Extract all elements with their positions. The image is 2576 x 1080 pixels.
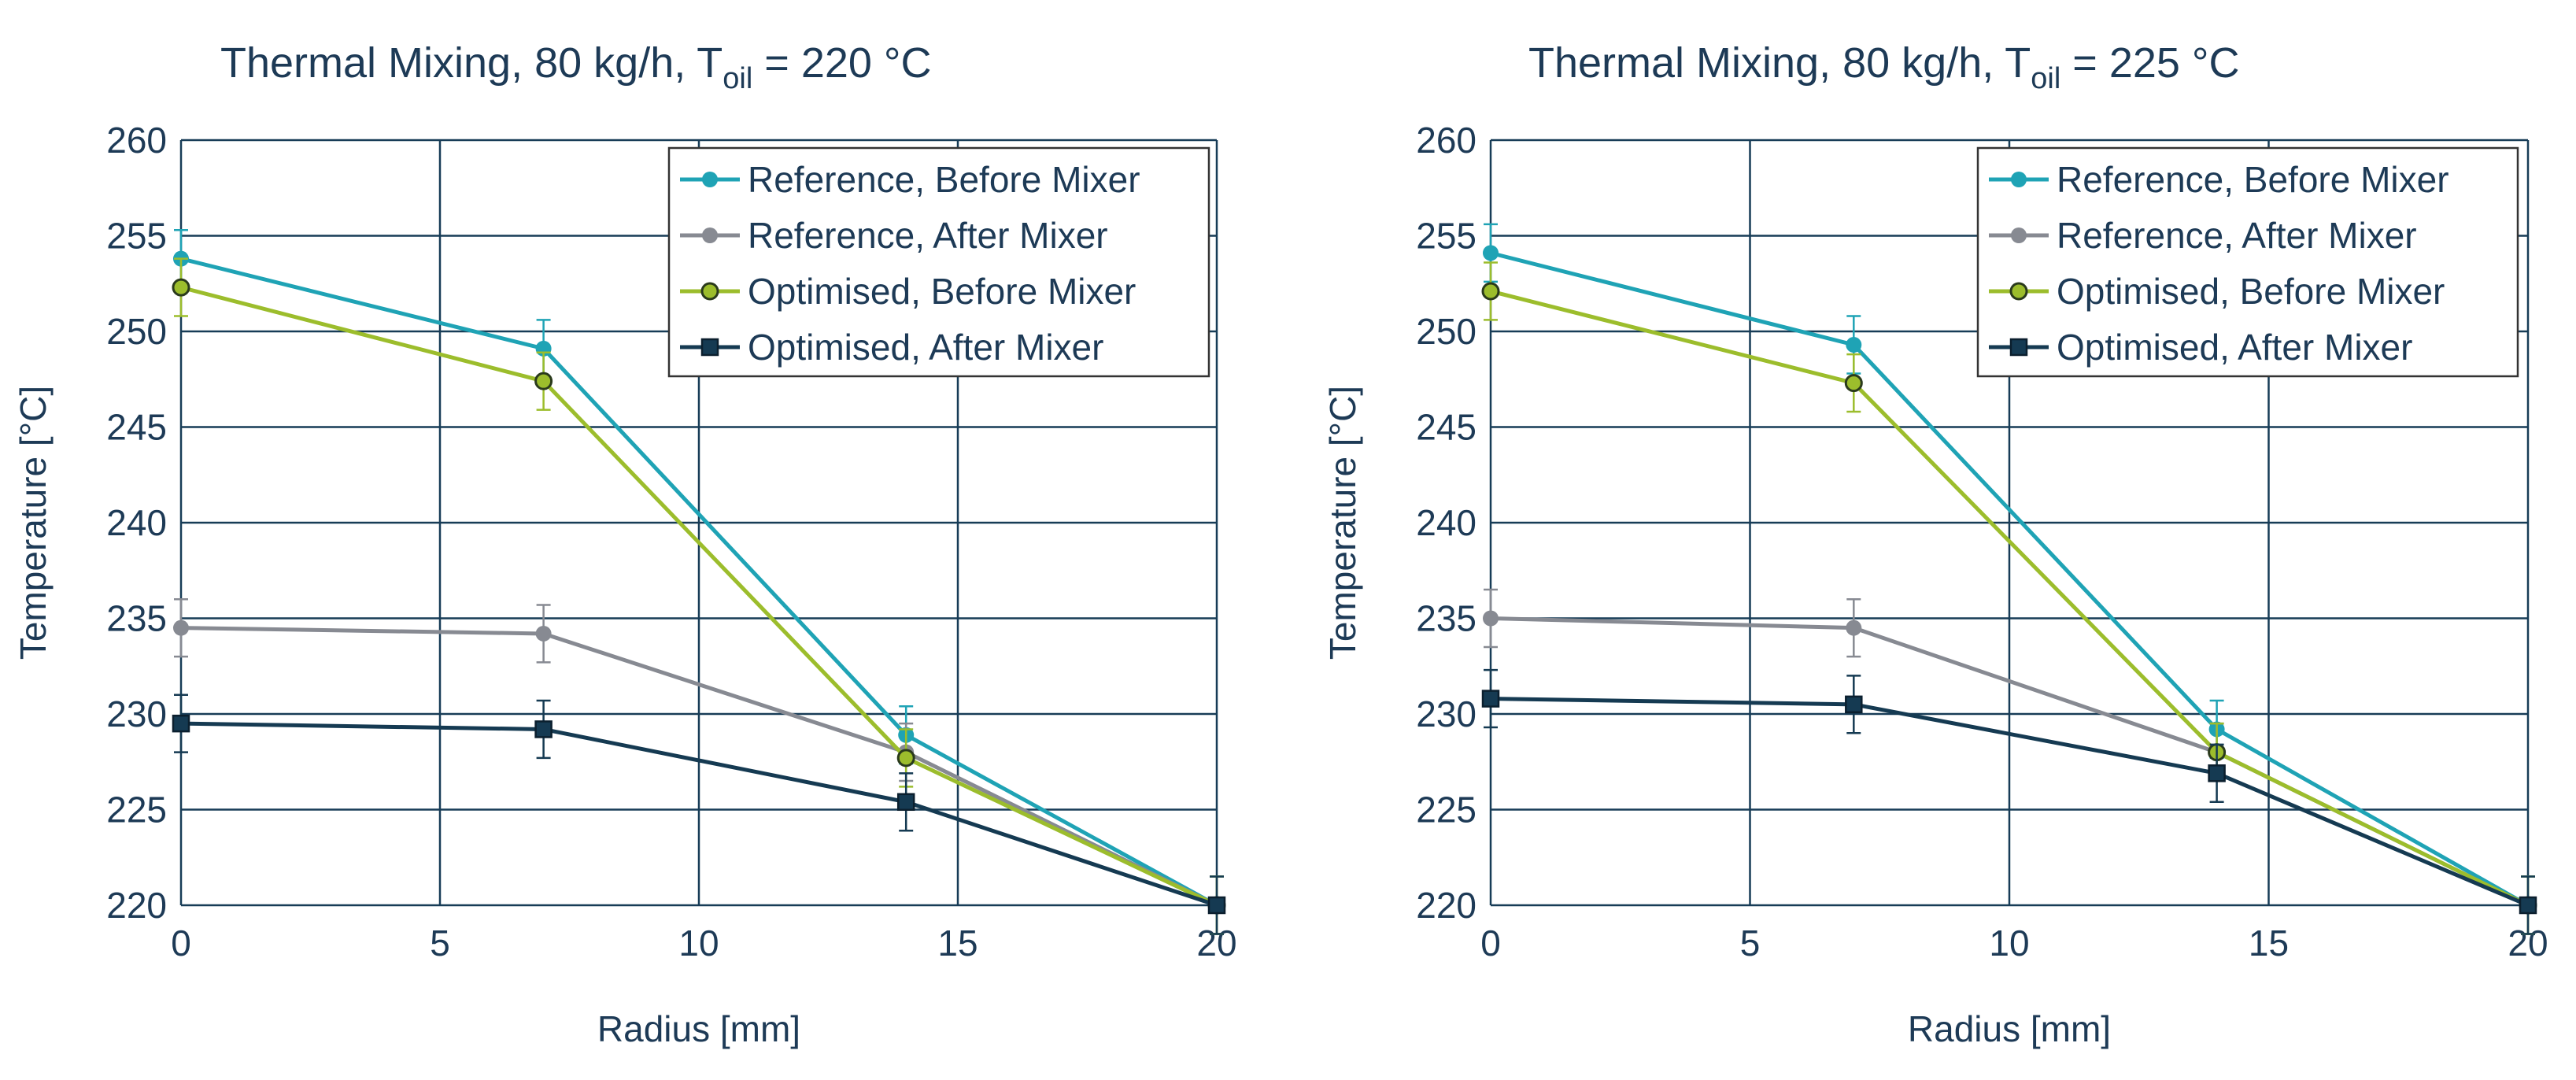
legend-marker [700,338,719,357]
x-tick-label: 10 [678,923,719,963]
x-tick-label: 15 [937,923,978,963]
legend-label: Optimised, After Mixer [748,327,1103,368]
legend-item: Reference, After Mixer [1989,215,2417,256]
y-tick-label: 245 [106,407,167,448]
series-line [180,285,1218,908]
legend-marker [2009,282,2028,301]
y-tick-label: 230 [1416,693,1476,734]
legend-marker [2011,227,2027,243]
data-point [172,278,190,297]
legend-item: Reference, Before Mixer [1989,159,2449,200]
y-tick-label: 220 [1416,885,1476,926]
series-line [180,257,1218,908]
y-tick-label: 250 [106,311,167,352]
legend-marker [2011,172,2027,187]
y-axis-label: Temperature [°C] [1322,386,1363,660]
legend-marker [702,227,718,243]
legend-label: Optimised, Before Mixer [2057,271,2445,312]
data-point [172,714,190,733]
data-point [2519,896,2537,915]
y-axis-label: Temperature [°C] [13,386,54,660]
legend-label: Reference, Before Mixer [748,159,1140,200]
y-tick-label: 240 [1416,502,1476,543]
legend: Reference, Before Mixer Reference, After … [1976,146,2519,378]
data-point [1845,695,1863,714]
x-tick-label: 10 [1989,923,2029,963]
x-tick-label: 5 [430,923,450,963]
x-tick-label: 15 [2249,923,2289,963]
data-point [1207,896,1226,915]
legend-label: Reference, After Mixer [748,215,1108,256]
data-point [2208,764,2226,782]
legend-label: Optimised, Before Mixer [748,271,1136,312]
y-tick-label: 235 [106,598,167,639]
legend-label: Reference, After Mixer [2057,215,2417,256]
y-tick-label: 260 [1416,120,1476,161]
x-tick-label: 5 [1740,923,1761,963]
series-line [1490,250,2530,908]
data-point [1846,337,1862,353]
data-point [534,720,553,738]
data-point [1483,245,1499,261]
series-4 [172,693,1226,935]
y-tick-label: 235 [1416,598,1476,639]
legend-box [667,146,1210,378]
legend-item: Optimised, Before Mixer [680,271,1136,312]
legend-item: Reference, After Mixer [680,215,1108,256]
y-tick-label: 255 [1416,216,1476,257]
y-tick-label: 225 [1416,790,1476,830]
chart-panel-2: Thermal Mixing, 80 kg/h, Toil = 225 °C 22… [1322,39,2548,1049]
chart-title: Thermal Mixing, 80 kg/h, Toil = 220 °C [220,39,932,95]
legend-item: Reference, Before Mixer [680,159,1140,200]
y-tick-label: 245 [1416,407,1476,448]
x-tick-label: 0 [1480,923,1501,963]
legend-marker [702,172,718,187]
data-point [1483,610,1499,627]
series-line [1490,289,2530,908]
data-point [896,749,915,767]
y-tick-label: 260 [106,120,167,161]
y-tick-label: 220 [106,885,167,926]
legend-label: Optimised, After Mixer [2057,327,2412,368]
legend: Reference, Before Mixer Reference, After … [667,146,1210,378]
y-tick-label: 230 [106,693,167,734]
data-point [535,625,552,642]
x-axis-label: Radius [mm] [1908,1008,2111,1049]
y-tick-label: 255 [106,216,167,257]
data-point [173,620,189,636]
y-tick-label: 250 [1416,311,1476,352]
legend-label: Reference, Before Mixer [2057,159,2449,200]
legend-marker [700,282,719,301]
legend-box [1976,146,2519,378]
data-point [534,372,553,390]
chart-title: Thermal Mixing, 80 kg/h, Toil = 225 °C [1528,39,2240,95]
y-tick-label: 225 [106,790,167,830]
series-line [180,721,1218,908]
legend-item: Optimised, Before Mixer [1989,271,2445,312]
data-point [1481,282,1500,301]
legend-marker [2009,338,2028,357]
series-line [180,626,1218,908]
legend-item: Optimised, After Mixer [1989,327,2412,368]
data-point [1844,374,1863,393]
x-axis-label: Radius [mm] [597,1008,800,1049]
x-tick-label: 0 [171,923,191,963]
series-line [1490,697,2529,908]
data-point [1846,620,1862,636]
chart-panel-1: Thermal Mixing, 80 kg/h, Toil = 220 °C 22… [13,39,1237,1049]
legend-item: Optimised, After Mixer [680,327,1103,368]
series-4 [1481,668,2537,935]
y-tick-label: 240 [106,502,167,543]
data-point [1481,690,1500,708]
data-point [896,793,915,812]
